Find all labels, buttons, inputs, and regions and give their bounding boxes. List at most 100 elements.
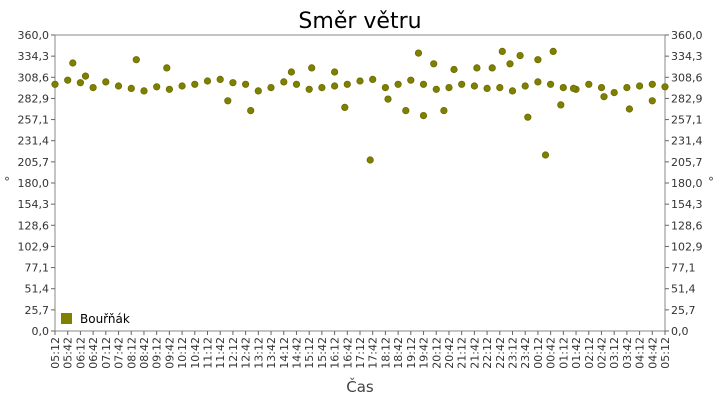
data-point	[369, 75, 377, 84]
x-tick-label: 09:42	[163, 337, 176, 369]
y-tick-label-right: 308,6	[671, 71, 703, 84]
data-point	[203, 77, 212, 85]
data-point	[445, 84, 453, 92]
data-point	[498, 47, 506, 56]
x-tick-label: 18:42	[392, 337, 405, 369]
x-tick-label: 06:12	[74, 337, 87, 369]
data-point	[69, 59, 77, 67]
data-point	[318, 84, 326, 92]
data-point	[496, 84, 504, 92]
data-point	[623, 84, 631, 92]
x-tick-label: 21:12	[456, 337, 469, 369]
data-point	[648, 80, 656, 88]
x-tick-label: 10:42	[189, 337, 202, 369]
data-point	[414, 49, 423, 57]
x-tick-label: 05:42	[62, 337, 75, 369]
data-point	[308, 64, 316, 72]
y-tick-label-left: 25,7	[25, 304, 50, 317]
data-point	[140, 87, 148, 95]
data-point	[102, 78, 110, 86]
data-point	[516, 51, 524, 60]
x-tick-label: 05:12	[49, 337, 62, 369]
y-tick-label-left: 77,1	[25, 262, 50, 275]
x-tick-label: 02:12	[583, 337, 596, 369]
data-point	[625, 105, 634, 113]
x-tick-label: 15:12	[303, 337, 316, 369]
data-point	[557, 101, 565, 109]
y-axis-title-right: °	[708, 175, 714, 189]
data-point	[127, 84, 135, 93]
data-point	[524, 113, 532, 121]
data-point	[254, 87, 262, 95]
data-point	[648, 97, 656, 105]
legend: Bouřňák	[61, 312, 130, 326]
data-point	[51, 80, 59, 88]
x-tick-label: 19:42	[418, 337, 431, 369]
data-point	[440, 107, 448, 115]
y-axis-title-left: °	[4, 175, 10, 189]
data-point	[600, 93, 608, 101]
y-tick-label-left: 102,9	[18, 240, 50, 253]
x-tick-label: 01:42	[570, 337, 583, 369]
data-point	[483, 84, 491, 93]
data-point	[585, 80, 593, 88]
data-point	[292, 80, 301, 88]
data-point	[610, 89, 618, 97]
x-tick-label: 22:42	[494, 337, 507, 369]
x-tick-label: 08:42	[138, 337, 151, 369]
y-tick-label-left: 257,1	[18, 114, 50, 127]
data-point	[402, 107, 410, 115]
x-tick-label: 01:12	[557, 337, 570, 369]
y-tick-label-left: 308,6	[18, 71, 50, 84]
data-point	[343, 80, 351, 88]
x-tick-label: 03:12	[608, 337, 621, 369]
x-tick-label: 02:42	[595, 337, 608, 369]
data-point	[569, 84, 578, 93]
x-tick-label: 00:12	[532, 337, 545, 369]
x-tick-label: 17:42	[367, 337, 380, 369]
x-tick-label: 04:12	[634, 337, 647, 369]
y-tick-label-left: 0,0	[32, 325, 50, 338]
x-tick-label: 12:12	[227, 337, 240, 369]
data-point	[242, 80, 250, 88]
data-point	[541, 151, 550, 159]
y-tick-label-right: 154,3	[671, 198, 703, 211]
x-tick-label: 23:42	[519, 337, 532, 369]
y-tick-label-left: 334,3	[18, 50, 50, 63]
x-tick-label: 15:42	[316, 337, 329, 369]
y-tick-label-left: 154,3	[18, 198, 50, 211]
data-point	[341, 103, 349, 112]
data-point	[330, 68, 339, 76]
data-point	[508, 87, 517, 95]
x-tick-label: 07:42	[113, 337, 126, 369]
data-point	[132, 56, 140, 64]
data-point	[432, 85, 440, 93]
data-point	[178, 82, 186, 90]
y-tick-label-left: 180,0	[18, 177, 50, 190]
y-tick-label-right: 0,0	[671, 325, 689, 338]
x-tick-label: 10:12	[176, 337, 189, 369]
data-point	[450, 65, 458, 74]
x-tick-label: 20:42	[443, 337, 456, 369]
data-point	[267, 84, 275, 92]
data-point	[216, 75, 224, 84]
data-point	[305, 85, 313, 93]
y-tick-label-left: 360,0	[18, 29, 50, 42]
y-tick-label-left: 282,9	[18, 92, 50, 105]
data-point	[229, 79, 237, 87]
x-tick-label: 04:42	[646, 337, 659, 369]
y-tick-label-right: 102,9	[671, 240, 703, 253]
data-point	[419, 112, 428, 120]
x-tick-label: 23:12	[507, 337, 520, 369]
data-point	[366, 156, 374, 164]
x-tick-label: 11:12	[202, 337, 215, 369]
data-point	[458, 80, 466, 88]
y-tick-label-right: 51,4	[671, 283, 696, 296]
data-point	[163, 64, 171, 72]
y-tick-label-right: 334,3	[671, 50, 703, 63]
y-tick-label-right: 257,1	[671, 114, 703, 127]
x-tick-label: 11:42	[214, 337, 227, 369]
data-point	[534, 78, 542, 86]
